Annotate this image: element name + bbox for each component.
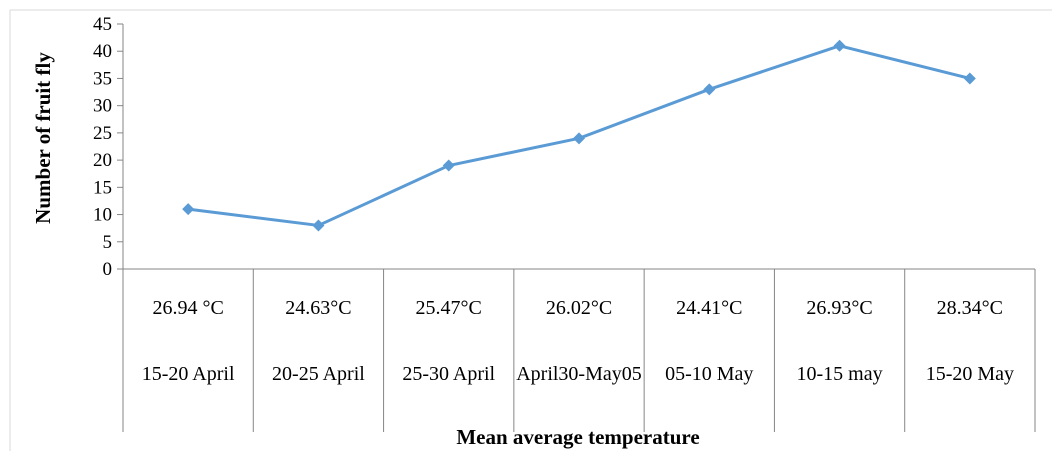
series-layer xyxy=(182,39,976,232)
category-period-label: 10-15 may xyxy=(797,363,883,385)
y-tick-label: 30 xyxy=(93,96,112,117)
data-point-marker xyxy=(182,203,195,216)
axes xyxy=(9,9,1052,451)
y-tick-label: 10 xyxy=(93,205,112,226)
category-period-label: 05-10 May xyxy=(665,363,753,385)
category-table: 26.94 °C 15-20 April 24.63°C 20-25 April 25.… xyxy=(122,269,1036,432)
y-tick-label: 15 xyxy=(93,177,112,198)
data-point-marker xyxy=(442,159,455,172)
data-point-marker xyxy=(573,132,585,145)
category-temperature-label: 24.41°C xyxy=(676,297,742,319)
category-temperature-label: 25.47°C xyxy=(416,297,482,319)
data-point-marker xyxy=(833,39,846,52)
y-tick-label: 5 xyxy=(103,232,113,253)
data-point-marker xyxy=(703,83,716,96)
category-period-label: 15-20 May xyxy=(926,363,1014,385)
category-temperature-label: 26.02°C xyxy=(546,297,612,319)
category-temperature-label: 26.93°C xyxy=(806,297,872,319)
x-axis-title: Mean average temperature xyxy=(456,425,699,449)
y-axis-ticks: 0 5 10 15 20 25 30 35 40 45 xyxy=(93,14,123,280)
data-point-marker xyxy=(963,72,976,85)
category-period-label: 20-25 April xyxy=(272,363,365,385)
y-tick-label: 40 xyxy=(93,41,112,62)
category-period-label: 15-20 April xyxy=(142,363,235,385)
category-temperature-label: 24.63°C xyxy=(285,297,351,319)
y-tick-label: 20 xyxy=(93,150,112,171)
y-tick-label: 25 xyxy=(93,123,112,144)
category-temperature-label: 26.94 °C xyxy=(152,297,223,319)
category-temperature-label: 28.34°C xyxy=(937,297,1003,319)
y-axis-title: Number of fruit fly xyxy=(31,52,55,224)
category-period-label: April30-May05 xyxy=(516,363,642,385)
data-point-marker xyxy=(312,219,325,232)
y-tick-label: 45 xyxy=(93,14,112,35)
y-tick-label: 35 xyxy=(93,68,112,89)
y-tick-label: 0 xyxy=(103,259,113,280)
category-period-label: 25-30 April xyxy=(402,363,495,385)
